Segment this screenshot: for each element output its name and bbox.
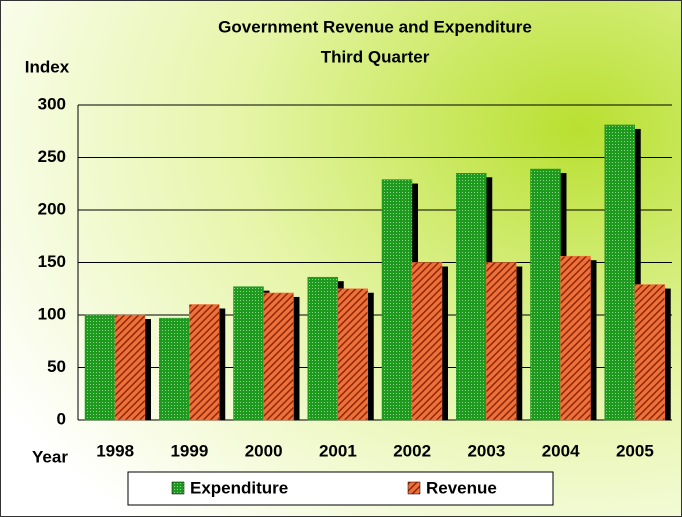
bar bbox=[307, 276, 338, 421]
chart-title: Government Revenue and Expenditure bbox=[218, 17, 532, 36]
bar bbox=[337, 288, 368, 421]
y-tick-label: 200 bbox=[38, 199, 66, 218]
bar bbox=[604, 124, 635, 421]
bar bbox=[560, 255, 591, 421]
y-tick-label: 50 bbox=[47, 357, 66, 376]
bar bbox=[263, 292, 294, 421]
x-tick-label: 2005 bbox=[616, 441, 654, 460]
legend-label: Expenditure bbox=[190, 478, 288, 497]
y-tick-label: 0 bbox=[57, 409, 66, 428]
x-tick-label: 2004 bbox=[542, 441, 580, 460]
x-tick-label: 2003 bbox=[467, 441, 505, 460]
bar bbox=[530, 168, 561, 421]
bar bbox=[84, 314, 116, 421]
y-axis-label: Index bbox=[25, 57, 70, 76]
bar bbox=[381, 179, 413, 421]
bar bbox=[189, 304, 220, 421]
legend bbox=[127, 471, 554, 506]
bar bbox=[456, 173, 487, 421]
bar bbox=[159, 317, 190, 421]
bar bbox=[114, 314, 146, 421]
bar bbox=[233, 286, 264, 421]
x-tick-label: 2000 bbox=[245, 441, 283, 460]
legend-swatch bbox=[407, 481, 421, 495]
chart-subtitle: Third Quarter bbox=[321, 47, 430, 66]
x-axis-label: Year bbox=[32, 447, 68, 466]
x-tick-label: 2001 bbox=[319, 441, 357, 460]
bar bbox=[486, 262, 517, 421]
y-tick-label: 150 bbox=[38, 252, 66, 271]
y-tick-label: 300 bbox=[38, 94, 66, 113]
x-tick-label: 1999 bbox=[170, 441, 208, 460]
legend-swatch bbox=[171, 481, 185, 495]
x-tick-label: 2002 bbox=[393, 441, 431, 460]
legend-label: Revenue bbox=[426, 478, 497, 497]
y-tick-label: 100 bbox=[38, 304, 66, 323]
y-tick-label: 250 bbox=[38, 147, 66, 166]
x-tick-label: 1998 bbox=[96, 441, 134, 460]
bar bbox=[634, 284, 665, 421]
bar bbox=[411, 262, 443, 421]
